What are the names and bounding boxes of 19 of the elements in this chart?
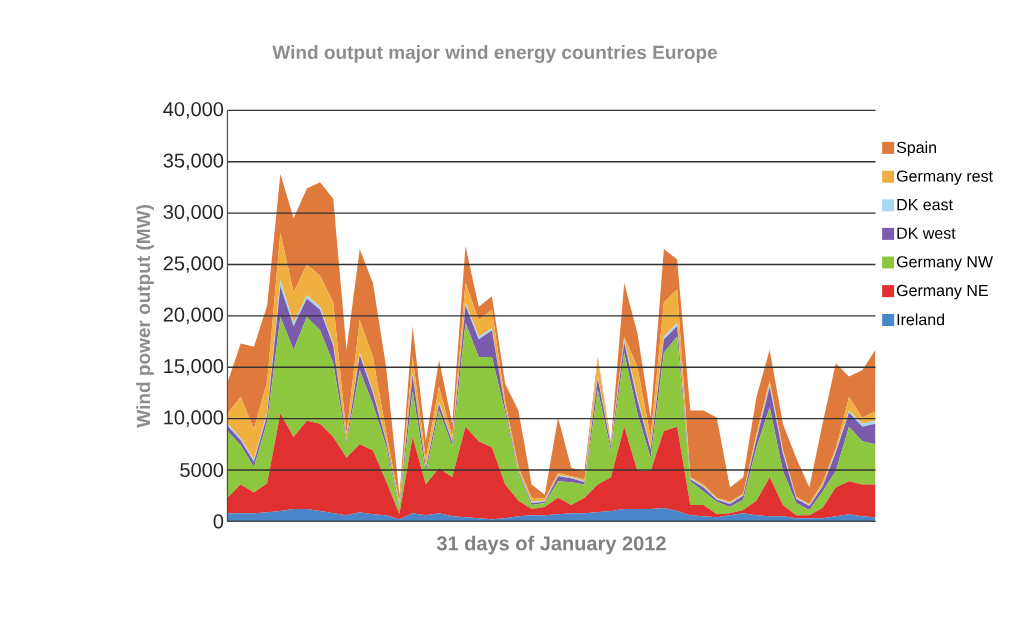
y-axis-title: Wind power output (MW) [136, 205, 154, 428]
y-tick-label: 40,000 [163, 102, 224, 119]
legend-label: DK west [897, 227, 956, 239]
legend-label: Germany NW [896, 256, 993, 271]
y-tick-label: 20,000 [163, 307, 224, 325]
legend-label: DK east [897, 199, 953, 211]
legend-label: Spain [896, 141, 937, 157]
y-tick-label: 30,000 [163, 204, 224, 222]
y-tick-label: 10,000 [164, 410, 224, 427]
legend-label: Germany NE [896, 284, 988, 300]
y-tick-label: 5000 [180, 462, 224, 478]
y-tick-label: 15,000 [164, 359, 224, 376]
x-axis-title: 31 days of January 2012 [436, 535, 666, 555]
y-tick-label: 35,000 [163, 153, 224, 171]
legend-label: Germany rest [896, 170, 993, 185]
legend-label: Ireland [897, 313, 945, 326]
y-tick-label: 0 [213, 514, 224, 529]
y-tick-label: 25,000 [163, 256, 224, 273]
chart-title: Wind output major wind energy countries Europe [272, 45, 718, 63]
